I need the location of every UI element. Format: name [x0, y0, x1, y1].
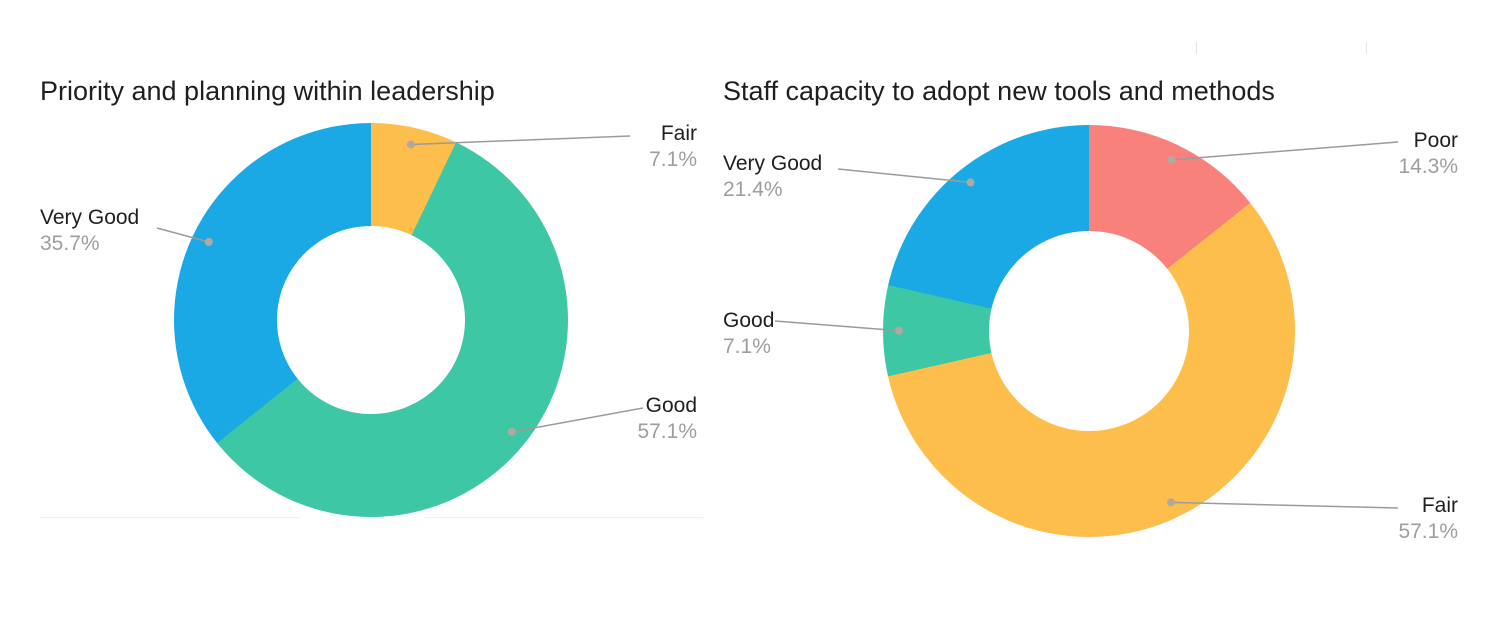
- chart2-donut: [883, 125, 1295, 537]
- chart1-label-good: Good 57.1%: [637, 393, 697, 445]
- chart1-title: Priority and planning within leadership: [40, 76, 495, 106]
- chart2-label-good: Good 7.1%: [723, 308, 774, 360]
- leader-line: [774, 320, 900, 332]
- slice-label-percent: 7.1%: [723, 335, 771, 358]
- slice-label-percent: 14.3%: [1398, 155, 1458, 178]
- slice-label-percent: 21.4%: [723, 178, 783, 201]
- slice-label-name: Good: [723, 309, 775, 332]
- leader-line: [1171, 141, 1399, 161]
- gridline-artifact: [1366, 42, 1367, 54]
- slice-label-name: Fair: [660, 122, 697, 145]
- chart2-title: Staff capacity to adopt new tools and me…: [723, 76, 1275, 106]
- chart2-label-poor: Poor 14.3%: [1398, 128, 1458, 180]
- chart2-donut-hole: [989, 231, 1189, 431]
- chart2-label-fair: Fair 57.1%: [1398, 493, 1458, 545]
- slice-label-name: Poor: [1413, 129, 1458, 152]
- gridline-artifact: [1196, 42, 1197, 54]
- slice-label-name: Good: [645, 394, 697, 417]
- gridline-artifact: [40, 517, 300, 518]
- slice-label-percent: 7.1%: [649, 148, 697, 171]
- slice-label-percent: 35.7%: [40, 232, 100, 255]
- chart1-label-very-good: Very Good 35.7%: [40, 205, 139, 257]
- slice-label-name: Very Good: [40, 206, 140, 229]
- chart1-donut-hole: [277, 226, 465, 414]
- chart2-label-very-good: Very Good 21.4%: [723, 151, 822, 203]
- slice-label-name: Fair: [1421, 494, 1458, 517]
- slice-label-name: Very Good: [723, 152, 823, 175]
- gridline-artifact: [425, 517, 703, 518]
- chart1-label-fair: Fair 7.1%: [649, 121, 697, 173]
- slice-label-percent: 57.1%: [637, 420, 697, 443]
- leader-line: [1171, 501, 1399, 509]
- chart1-donut: [174, 123, 568, 517]
- slice-label-percent: 57.1%: [1398, 520, 1458, 543]
